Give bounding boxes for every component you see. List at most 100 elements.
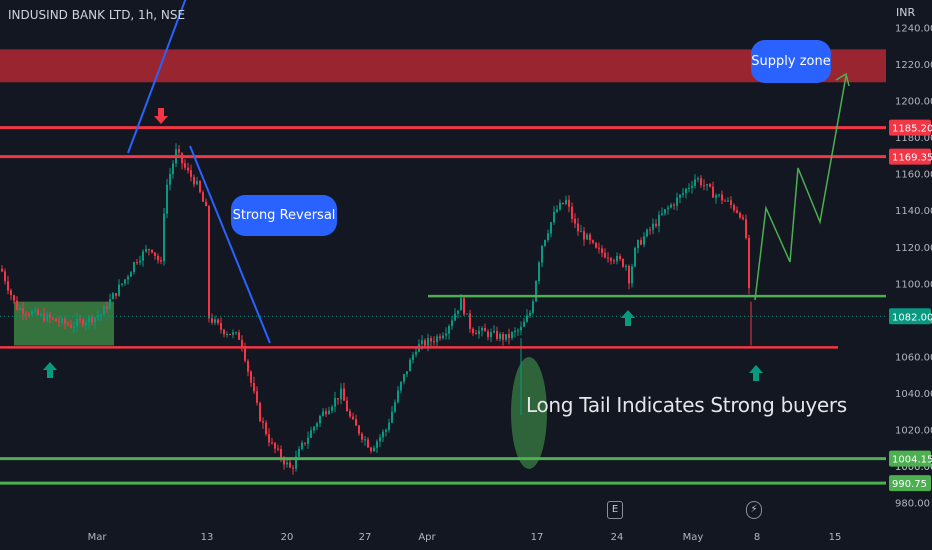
candle-body (85, 322, 87, 326)
candle-body (193, 176, 195, 185)
candle-body (244, 346, 246, 361)
earnings-event-icon[interactable]: E (607, 501, 623, 519)
candle-body (586, 234, 588, 240)
candle-body (271, 442, 273, 444)
candle-body (403, 374, 405, 382)
candle-body (736, 210, 738, 213)
x-tick-label: May (683, 532, 704, 543)
candle-body (445, 333, 447, 336)
candle-body (715, 195, 717, 198)
y-tick-label: 1160.00 (895, 170, 932, 181)
y-tick-label: 1120.00 (895, 243, 932, 254)
supply-zone-callout[interactable]: Supply zone (751, 40, 831, 83)
candle-body (634, 247, 636, 267)
candle-body (517, 330, 519, 332)
reversal-trend-line (189, 145, 271, 344)
candle-body (562, 202, 564, 204)
resistance-arrow-down (154, 108, 168, 124)
candle-body (196, 181, 198, 185)
candle-body (211, 318, 213, 323)
candle-body (478, 330, 480, 335)
y-tick-label: 1240.00 (895, 23, 932, 34)
candle-body (748, 237, 750, 289)
candle-body (487, 331, 489, 338)
candle-body (382, 431, 384, 438)
long-tail-annotation[interactable]: Long Tail Indicates Strong buyers (526, 393, 847, 417)
candle-body (397, 390, 399, 403)
candle-body (208, 206, 210, 319)
candle-body (469, 313, 471, 329)
candle-body (700, 178, 702, 186)
candle-body (331, 406, 333, 411)
candle-body (718, 194, 720, 196)
candle-body (499, 334, 501, 339)
uptrend-line (127, 0, 187, 154)
candle-body (268, 434, 270, 443)
candle-body (133, 262, 135, 273)
candle-body (538, 262, 540, 282)
candle-body (73, 326, 75, 328)
candle-body (262, 421, 264, 423)
price-label: 1185.20 (892, 124, 932, 135)
candle-body (679, 194, 681, 198)
candle-body (43, 313, 45, 322)
candle-body (250, 371, 252, 383)
candle-body (580, 231, 582, 233)
candle-body (172, 163, 174, 175)
candle-body (46, 314, 48, 322)
projection-arrowhead (835, 72, 850, 87)
strong-reversal-callout[interactable]: Strong Reversal (231, 195, 337, 236)
candle-body (106, 306, 108, 309)
y-tick-label: 1000.00 (895, 462, 932, 473)
candle-body (466, 313, 468, 315)
candle-body (607, 257, 609, 259)
candle-body (709, 184, 711, 187)
supply-zone-rect (0, 49, 886, 83)
y-tick-label: 1060.00 (895, 352, 932, 363)
candle-body (733, 204, 735, 211)
candle-body (721, 194, 723, 201)
candle-body (40, 313, 42, 315)
candle-body (670, 204, 672, 208)
candle-body (400, 381, 402, 391)
candle-body (409, 359, 411, 372)
candle-body (547, 233, 549, 241)
x-tick-label: Apr (418, 532, 436, 543)
candle-body (319, 415, 321, 424)
candle-body (388, 422, 390, 430)
candle-body (448, 325, 450, 334)
candle-body (232, 332, 234, 335)
candle-body (601, 248, 603, 253)
candle-body (325, 411, 327, 415)
price-label-bg (889, 308, 931, 325)
candle-body (673, 204, 675, 206)
candle-body (253, 382, 255, 392)
candle-body (610, 258, 612, 261)
candle-body (703, 185, 705, 187)
dividend-event-icon[interactable]: ⚡ (746, 501, 762, 519)
candle-body (76, 318, 78, 327)
x-tick-label: 20 (281, 532, 294, 543)
candle-body (457, 310, 459, 314)
candle-body (298, 448, 300, 457)
candle-body (334, 398, 336, 407)
candle-body (64, 318, 66, 324)
candle-body (559, 202, 561, 210)
candle-body (541, 245, 543, 263)
candle-body (130, 272, 132, 277)
price-label: 1004.15 (892, 455, 932, 466)
candle-body (316, 423, 318, 427)
candle-body (145, 249, 147, 252)
candle-body (583, 231, 585, 240)
candle-body (367, 439, 369, 448)
candle-body (124, 279, 126, 284)
candle-body (190, 170, 192, 177)
candle-body (121, 283, 123, 285)
x-tick-label: 8 (754, 532, 760, 543)
y-tick-label: 1220.00 (895, 60, 932, 71)
candle-body (169, 174, 171, 185)
candle-body (205, 201, 207, 207)
candle-body (691, 185, 693, 188)
